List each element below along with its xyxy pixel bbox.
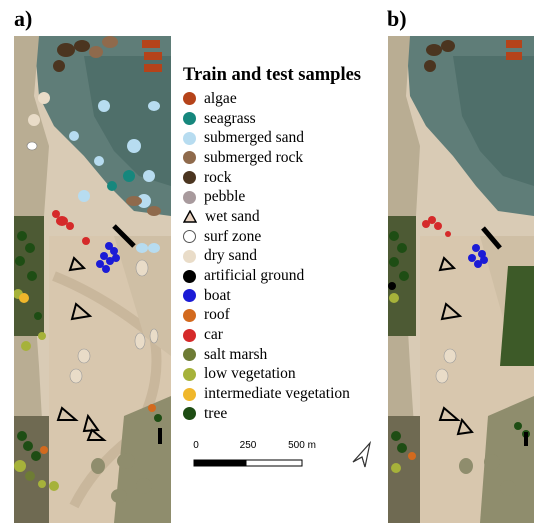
legend-label: low vegetation [204, 365, 296, 383]
legend-item: low vegetation [183, 365, 383, 385]
legend-label: seagrass [204, 109, 256, 127]
north-arrow-icon [350, 440, 376, 470]
legend-label: car [204, 326, 223, 344]
legend-swatch [183, 151, 196, 165]
legend-items: algae seagrass submerged sand submerged roc… [182, 89, 383, 424]
legend-swatch [183, 348, 196, 362]
legend-label: wet sand [205, 207, 260, 225]
legend-item: algae [183, 89, 383, 109]
legend-label: rock [204, 168, 232, 186]
legend-swatch-triangle [182, 210, 198, 224]
legend-item: tree [183, 404, 383, 424]
legend-item: intermediate vegetation [183, 384, 383, 404]
legend-label: tree [204, 404, 228, 422]
legend-label: pebble [204, 188, 246, 206]
legend-label: dry sand [204, 247, 257, 265]
legend-item: submerged sand [183, 128, 383, 148]
legend-label: roof [204, 306, 230, 324]
legend-swatch [183, 171, 196, 185]
legend-item: rock [183, 168, 383, 188]
legend-swatch [183, 407, 196, 421]
legend-label: submerged sand [204, 129, 305, 147]
scale-tick-250: 250 [239, 440, 257, 451]
legend-swatch [183, 367, 196, 381]
legend-swatch [183, 387, 196, 401]
panel-label-a: a) [14, 6, 33, 31]
scale-tick-500: 500 m [288, 440, 316, 451]
legend-item: dry sand [183, 247, 383, 267]
legend-label: artificial ground [204, 267, 305, 285]
legend-title: Train and test samples [183, 65, 361, 85]
panel-label-b: b) [387, 6, 407, 31]
legend-item: submerged rock [183, 148, 383, 168]
legend-label: algae [204, 89, 237, 107]
map-panel-a [14, 36, 171, 523]
legend-item: salt marsh [183, 345, 383, 365]
legend-swatch [183, 112, 196, 126]
scale-tick-0: 0 [193, 440, 199, 451]
legend-item: surf zone [183, 227, 383, 247]
legend-item: artificial ground [183, 266, 383, 286]
legend-item: boat [183, 286, 383, 306]
legend-swatch [183, 230, 196, 244]
legend-swatch [183, 328, 196, 342]
legend-item: wet sand [182, 207, 383, 227]
legend-swatch [183, 269, 196, 283]
legend-item: pebble [183, 187, 383, 207]
legend-label: boat [204, 286, 231, 304]
legend-label: intermediate vegetation [204, 385, 350, 403]
legend-swatch [183, 308, 196, 322]
legend-swatch [183, 190, 196, 204]
legend-label: surf zone [204, 227, 262, 245]
legend-swatch [183, 92, 196, 106]
legend-swatch [183, 131, 196, 145]
legend-swatch [183, 249, 196, 263]
legend-item: seagrass [183, 109, 383, 129]
scale-bar: 0 250 500 m [190, 440, 330, 480]
legend-swatch [183, 289, 196, 303]
map-panel-b [388, 36, 534, 523]
legend-label: submerged rock [204, 148, 304, 166]
legend: Train and test samples algae seagrass subm… [182, 65, 383, 424]
legend-item: roof [183, 306, 383, 326]
legend-item: car [183, 325, 383, 345]
legend-label: salt marsh [204, 345, 268, 363]
